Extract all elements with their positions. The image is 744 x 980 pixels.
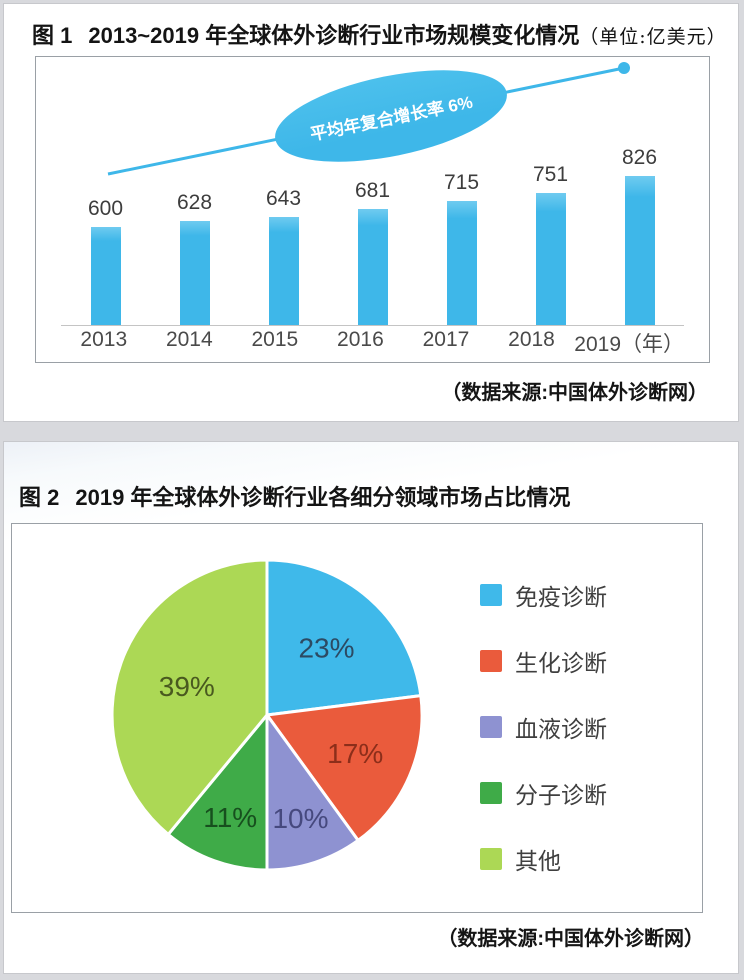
bar-value-label: 681 [354,179,391,202]
pie-slice-3 [166,713,269,872]
figure1-number: 图 1 [32,23,73,48]
legend-label: 血液诊断 [515,716,607,742]
legend-label: 生化诊断 [515,650,607,676]
figure1-title-text: 2013~2019 年全球体外诊断行业市场规模变化情况 [88,23,580,48]
figure2-number: 图 2 [19,485,60,510]
bar-value-label: 600 [87,197,124,220]
x-tick-label: 2019（年） [574,333,684,356]
figure1-card: 图 1 2013~2019 年全球体外诊断行业市场规模变化情况（单位:亿美元） 平… [3,3,739,422]
bar [446,201,477,326]
bar-value-label: 628 [176,191,213,214]
bar-column: 826 [595,146,684,326]
bar [357,209,388,326]
pie-slice-label: 11% [203,802,257,833]
legend-item-4: 其他 [480,842,607,876]
bar-column: 628 [150,191,239,326]
pie-slice-label: 39% [159,671,215,702]
legend-item-1: 生化诊断 [480,644,607,678]
bar-column: 600 [61,197,150,326]
figure2-source: （数据来源:中国体外诊断网） [437,928,704,950]
bar-value-label: 826 [621,146,658,169]
pie-slice-2 [265,713,360,872]
pie-chart: 23% 17% 10% 11% 39% 免疫诊断生化诊断血液诊断分子诊断其他 [11,523,703,913]
legend-item-2: 血液诊断 [480,710,607,744]
bar-value-label: 715 [443,171,480,194]
legend-swatch [480,584,502,606]
bar [268,217,299,326]
bar-columns: 600 628 643 681 715 751 826 [61,116,684,326]
pie-legend: 免疫诊断生化诊断血液诊断分子诊断其他 [480,578,607,876]
legend-item-3: 分子诊断 [480,776,607,810]
legend-item-0: 免疫诊断 [480,578,607,612]
legend-label: 其他 [515,848,561,874]
pie-slice-4 [110,558,269,836]
legend-swatch [480,848,502,870]
bar-column: 715 [417,171,506,326]
figure2-title-text: 2019 年全球体外诊断行业各细分领域市场占比情况 [75,485,571,510]
bar-column: 751 [506,163,595,326]
bar-column: 643 [239,187,328,326]
x-tick-label: 2015 [251,328,299,351]
figure2-card: 图 2 2019 年全球体外诊断行业各细分领域市场占比情况 23% 17% 10% 11… [3,441,739,974]
x-tick-label: 2014 [165,328,213,351]
x-tick-label: 2017 [422,328,470,351]
x-tick-label: 2016 [337,328,384,351]
bar-value-label: 643 [265,187,302,210]
pie-slice-label: 10% [272,803,328,834]
trend-endpoint-dot [618,62,630,74]
legend-swatch [480,716,502,738]
bar-x-labels: 2013 2014 2015 2016 2017 2018 2019（年） [61,328,684,358]
bar [179,221,210,326]
pie-slice-0 [265,558,423,717]
bar [90,227,121,326]
legend-label: 分子诊断 [515,782,607,808]
figure1-title: 图 1 2013~2019 年全球体外诊断行业市场规模变化情况（单位:亿美元） [32,18,727,50]
figure2-title: 图 2 2019 年全球体外诊断行业各细分领域市场占比情况 [19,480,570,512]
pie-slice-label: 23% [298,632,354,663]
figure1-unit-note: （单位:亿美元） [579,26,727,48]
bar-value-label: 751 [532,163,569,186]
x-axis-line [61,325,684,326]
figure1-source: （数据来源:中国体外诊断网） [441,382,708,404]
x-tick-label: 2013 [80,328,128,351]
bar [624,176,655,326]
bar-column: 681 [328,179,417,326]
legend-swatch [480,782,502,804]
legend-swatch [480,650,502,672]
pie-slice-label: 17% [327,738,383,769]
pie-slice-1 [265,694,424,842]
legend-label: 免疫诊断 [515,584,607,610]
pie-svg: 23% 17% 10% 11% 39% [110,558,424,872]
x-tick-label: 2018 [508,328,555,351]
bar [535,193,566,326]
bar-chart: 平均年复合增长率 6% 600 628 643 681 715 751 826 2013 20… [35,53,710,363]
